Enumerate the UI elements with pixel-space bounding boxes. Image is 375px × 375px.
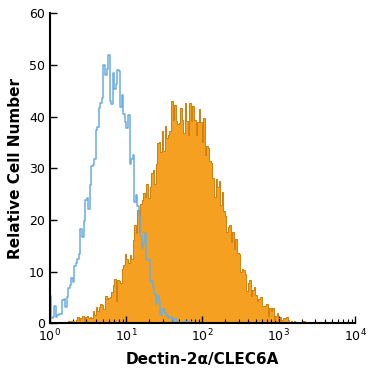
X-axis label: Dectin-2α/CLEC6A: Dectin-2α/CLEC6A: [126, 352, 279, 367]
Y-axis label: Relative Cell Number: Relative Cell Number: [8, 78, 23, 259]
